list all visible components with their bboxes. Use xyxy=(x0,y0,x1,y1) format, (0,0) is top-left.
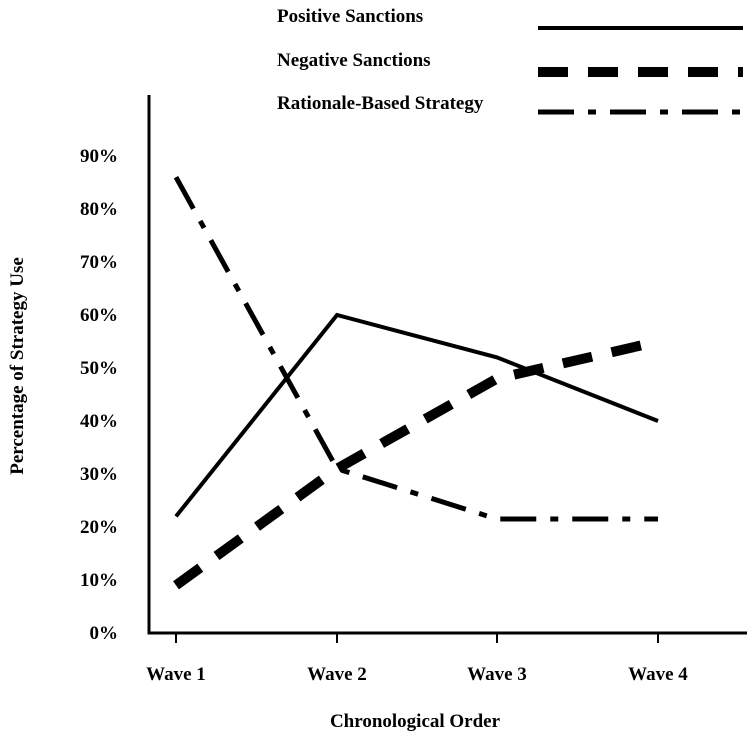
x-tick-label: Wave 3 xyxy=(467,664,527,685)
y-tick-label: 60% xyxy=(80,305,118,326)
series-line-negative-sanctions xyxy=(173,336,660,590)
x-axis-title: Chronological Order xyxy=(330,711,501,732)
legend-label-negative-sanctions: Negative Sanctions xyxy=(277,50,431,71)
axes xyxy=(147,95,747,635)
y-tick-label: 30% xyxy=(80,464,118,485)
y-tick-label: 10% xyxy=(80,570,118,591)
y-tick-label: 40% xyxy=(80,411,118,432)
series-line-positive-sanctions xyxy=(174,312,659,518)
legend: Positive Sanctions Negative Sanctions Rati… xyxy=(277,6,743,115)
series-line-rationale-based-strategy xyxy=(173,175,658,522)
legend-label-positive-sanctions: Positive Sanctions xyxy=(277,6,423,27)
x-ticks: Wave 1 Wave 2 Wave 3 Wave 4 xyxy=(146,633,688,685)
x-tick-label: Wave 1 xyxy=(146,664,206,685)
legend-label-rationale-based-strategy: Rationale-Based Strategy xyxy=(277,93,484,114)
x-tick-label: Wave 2 xyxy=(307,664,367,685)
y-tick-label: 90% xyxy=(80,146,118,167)
y-ticks: 0% 10% 20% 30% 40% 50% 60% 70% 80% 90% xyxy=(80,146,118,644)
y-axis-title: Percentage of Strategy Use xyxy=(7,257,28,475)
y-tick-label: 50% xyxy=(80,358,118,379)
series-lines xyxy=(173,175,660,590)
y-tick-label: 70% xyxy=(80,252,118,273)
y-tick-label: 20% xyxy=(80,517,118,538)
y-tick-label: 80% xyxy=(80,199,118,220)
y-tick-label: 0% xyxy=(90,623,119,644)
x-tick-label: Wave 4 xyxy=(628,664,688,685)
